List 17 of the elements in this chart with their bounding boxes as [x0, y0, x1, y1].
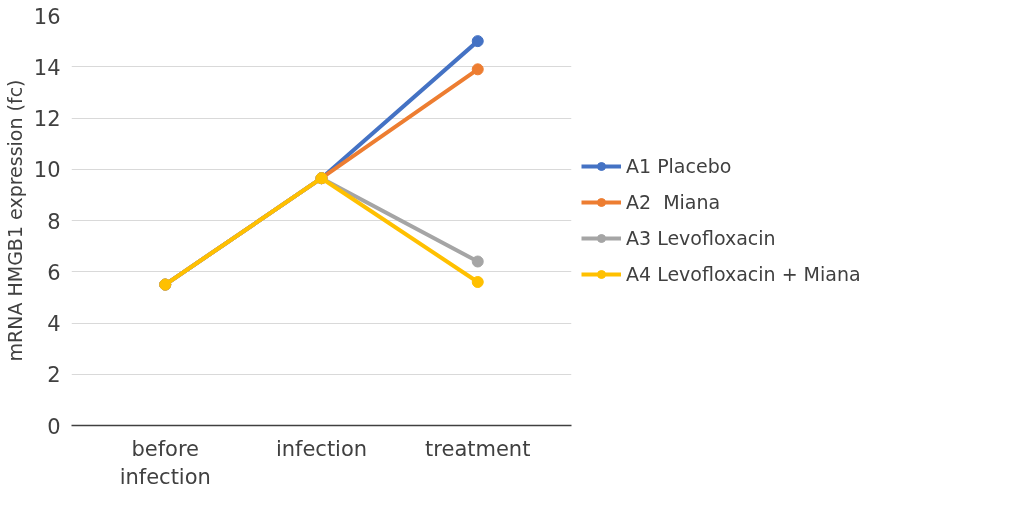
y-tick-label: 14	[33, 55, 61, 80]
legend-label: A4 Levofloxacin + Miana	[626, 263, 861, 285]
y-tick-label: 2	[47, 363, 61, 388]
legend-label: A3 Levofloxacin	[626, 227, 776, 249]
x-tick-label: infection	[275, 436, 368, 461]
y-tick-label: 16	[33, 4, 61, 29]
y-tick-label: 10	[33, 158, 61, 183]
x-tick-label: treatment	[425, 436, 531, 461]
legend-label: A1 Placebo	[626, 155, 732, 177]
y-tick-label: 8	[47, 209, 61, 234]
legend-label: A2 Miana	[626, 191, 721, 213]
y-tick-label: 6	[47, 260, 61, 285]
x-tick-label: before infection	[119, 436, 211, 490]
y-tick-label: 0	[47, 414, 61, 439]
y-axis-title: mRNA HMGB1 expression (fc)	[3, 79, 26, 362]
y-tick-label: 4	[47, 312, 61, 336]
y-tick-label: 12	[33, 107, 61, 131]
